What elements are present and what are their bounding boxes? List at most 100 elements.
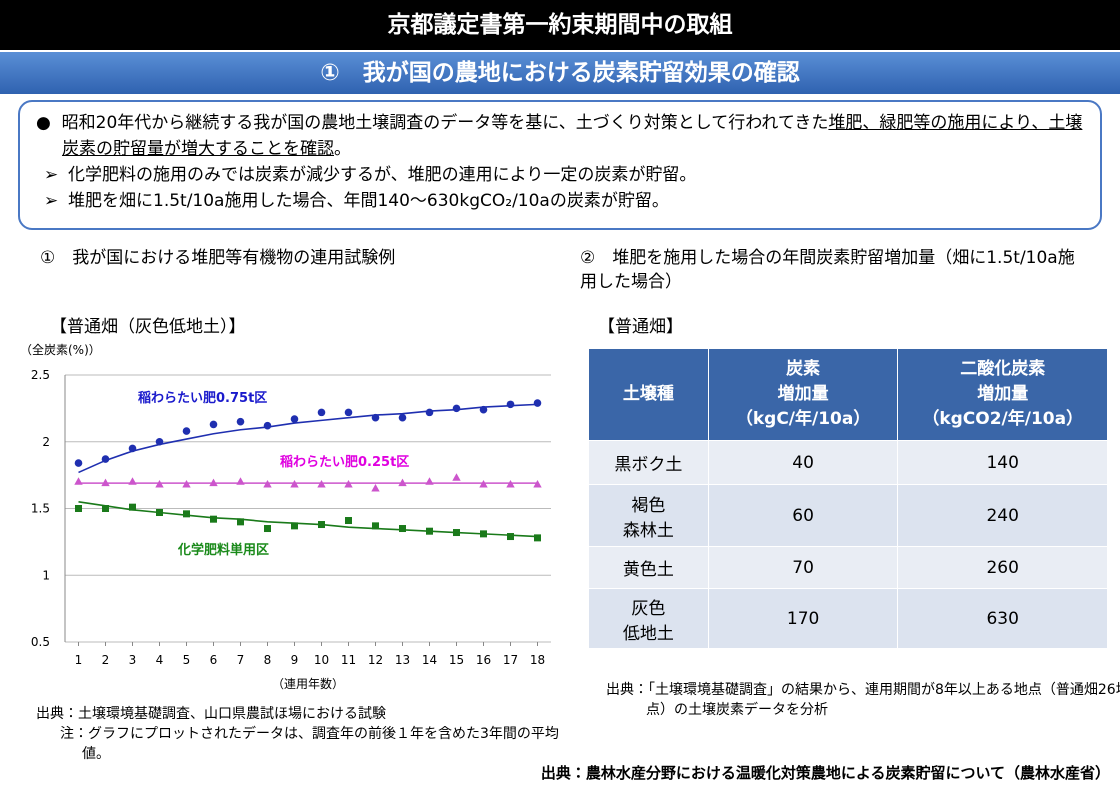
cell-value: 240: [897, 484, 1108, 547]
point: [371, 413, 380, 422]
cell-line: 褐色: [631, 495, 666, 516]
cell-line: 増加量: [977, 384, 1029, 404]
point: [506, 479, 515, 488]
header-cell: 土壌種: [588, 348, 709, 441]
right-subheading: 【普通畑】: [598, 317, 683, 337]
cell-line: （kgCO2/年/10a）: [922, 409, 1084, 429]
row-label: 灰色 低地土: [588, 588, 709, 649]
cell-line: （kgC/年/10a）: [735, 409, 871, 429]
cell-value: 260: [897, 546, 1108, 589]
right-heading: ② 堆肥を施用した場合の年間炭素貯留増加量（畑に1.5t/10a施用した場合）: [580, 248, 1075, 292]
footer-source: 出典：農林水産分野における温暖化対策農地による炭素貯留について（農林水産省）: [540, 764, 1110, 782]
point: [453, 529, 460, 537]
point: [425, 477, 434, 485]
x-tick-label: 3: [129, 653, 137, 667]
x-tick-label: 11: [341, 653, 356, 667]
cell-line: 黒ボク土: [614, 455, 683, 475]
point: [398, 478, 407, 487]
point: [479, 405, 488, 414]
x-tick-label: 13: [395, 653, 410, 667]
point: [237, 518, 244, 526]
cell-line: 増加量: [777, 384, 829, 404]
y-tick-label: 1.5: [31, 502, 50, 516]
summary-text: 。: [334, 139, 351, 159]
point: [290, 415, 299, 423]
left-subheading: 【普通畑（灰色低地土）】: [50, 317, 246, 337]
summary-main: ● 昭和20年代から継続する我が国の農地土壌調査のデータ等を基に、土づくり対策と…: [36, 113, 1083, 159]
point: [74, 459, 83, 467]
point: [182, 479, 191, 488]
point: [183, 510, 190, 518]
x-tick-label: 12: [368, 653, 383, 667]
cell-line: 森林土: [622, 520, 674, 541]
y-tick-label: 1: [42, 568, 50, 582]
title: 京都議定書第一約束期間中の取組: [0, 0, 1120, 50]
point: [102, 505, 109, 512]
point: [129, 503, 136, 511]
series-label: 稲わらたい肥0.25t区: [280, 454, 409, 470]
point: [155, 479, 164, 488]
x-tick-label: 6: [210, 653, 218, 667]
header-cell: 炭素増加量 （kgC/年/10a）: [707, 348, 899, 441]
series-label: 稲わらたい肥0.75t区: [138, 390, 267, 406]
y-axis-label: （全炭素(%)）: [20, 343, 101, 357]
point: [74, 477, 83, 485]
point: [371, 483, 380, 492]
point: [209, 420, 218, 429]
summary-box: ● 昭和20年代から継続する我が国の農地土壌調査のデータ等を基に、土づくり対策と…: [18, 100, 1102, 230]
cell-value: 630: [897, 588, 1108, 649]
point: [182, 427, 191, 435]
x-tick-label: 4: [156, 653, 164, 667]
x-tick-label: 1: [75, 653, 83, 667]
point: [507, 533, 514, 541]
row-label: 黄色土: [588, 546, 709, 589]
point: [290, 479, 299, 488]
cell-line: 黄色土: [622, 560, 674, 580]
point: [344, 479, 353, 488]
point: [236, 417, 245, 426]
left-heading: ① 我が国における堆肥等有機物の連用試験例: [40, 248, 396, 268]
x-tick-label: 10: [314, 653, 329, 667]
summary-text: 昭和20年代から継続する我が国の農地土壌調査のデータ等を基に、土づくり対策として…: [61, 113, 829, 133]
point: [452, 404, 461, 413]
cell-line: 土壌種: [622, 384, 674, 404]
x-tick-label: 8: [264, 653, 272, 667]
cell-value: 140: [897, 440, 1108, 485]
point: [533, 479, 542, 488]
table-row: 褐色 森林土 60 240: [588, 484, 1108, 547]
header-cell: 二酸化炭素 増加量 （kgCO2/年/10a）: [897, 348, 1108, 441]
point: [398, 413, 407, 422]
point: [426, 527, 433, 535]
point: [533, 399, 542, 407]
point: [506, 400, 515, 409]
x-tick-label: 16: [476, 653, 491, 667]
summary-emphasis: 堆肥、緑肥等の施用により、土壌炭素の貯留量が増大することを確認: [62, 113, 1083, 159]
cell-value: 40: [707, 440, 899, 485]
table-row: 灰色 低地土 170 630: [588, 588, 1108, 649]
left-source: 出典：土壌環境基礎調査、山口県農試ほ場における試験: [36, 706, 386, 722]
cell-value: 170: [707, 588, 899, 649]
x-tick-label: 7: [237, 653, 245, 667]
cell-value: 60: [707, 484, 899, 547]
x-tick-label: 15: [449, 653, 464, 667]
point: [101, 455, 110, 463]
point: [480, 530, 487, 538]
point: [156, 509, 163, 517]
trend-line: [78, 501, 538, 538]
y-tick-label: 2: [42, 435, 50, 449]
series-label: 化学肥料単用区: [177, 542, 269, 558]
cell-line: 炭素: [786, 359, 821, 379]
row-label: 黒ボク土: [588, 440, 709, 485]
point: [344, 408, 353, 417]
table-row: 黒ボク土 40 140: [588, 440, 1108, 485]
table: 土壌種 炭素 増加量 （kgC/年/10a） 二酸化炭素 増加量 （kgCO2/年/10a）…: [588, 348, 1108, 649]
y-tick-label: 2.5: [31, 368, 50, 382]
chart: （全炭素(%)）0.511.522.51 2 3 4 5 6 7 8 9 10 11 12 13 14 15…: [20, 343, 551, 691]
row-label: 褐色 森林土: [588, 484, 709, 547]
point: [209, 478, 218, 487]
point: [155, 437, 164, 446]
point: [75, 505, 82, 512]
point: [263, 421, 272, 430]
point: [236, 477, 245, 485]
